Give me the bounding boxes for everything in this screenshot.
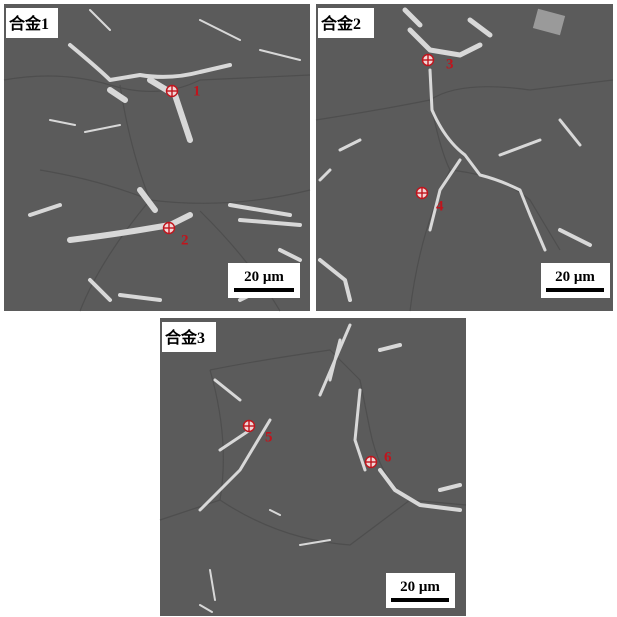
point-marker <box>423 55 434 66</box>
point-marker <box>164 223 175 234</box>
panel-3: 合金3 5 6 20 μm <box>160 318 466 616</box>
point-label: 5 <box>265 429 273 445</box>
point-label: 1 <box>193 83 201 99</box>
panel-label: 合金3 <box>165 328 205 347</box>
point-marker <box>244 421 255 432</box>
point-marker <box>366 457 377 468</box>
figure: 合金1 1 2 20 μm 合金2 3 4 20 μm <box>0 0 617 617</box>
point-label: 4 <box>436 198 444 214</box>
scale-bar-label: 20 μm <box>244 269 284 285</box>
point-label: 2 <box>181 232 189 248</box>
point-marker <box>417 188 428 199</box>
micrograph <box>160 318 466 616</box>
panel-label: 合金1 <box>9 14 49 33</box>
scale-bar <box>546 288 604 292</box>
point-marker <box>167 86 178 97</box>
scale-bar <box>234 288 294 292</box>
panel-1: 合金1 1 2 20 μm <box>4 4 310 311</box>
point-label: 6 <box>384 449 392 465</box>
panel-2: 合金2 3 4 20 μm <box>316 4 613 311</box>
scale-bar-label: 20 μm <box>400 579 440 595</box>
scale-bar <box>391 598 449 602</box>
panel-label: 合金2 <box>321 14 361 33</box>
point-label: 3 <box>446 56 454 72</box>
scale-bar-label: 20 μm <box>555 269 595 285</box>
